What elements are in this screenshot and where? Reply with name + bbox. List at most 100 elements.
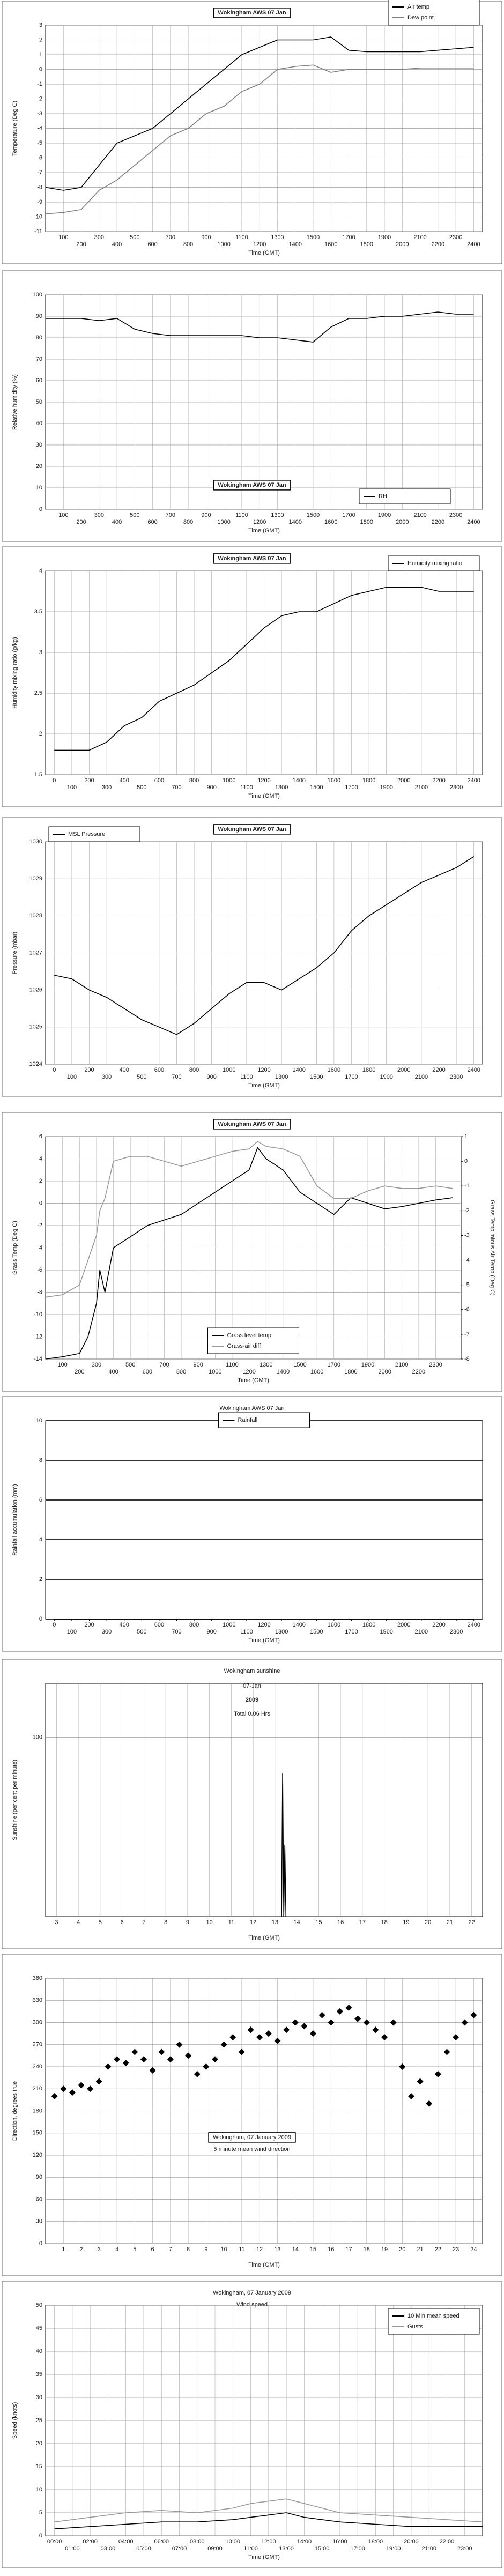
- y2-axis-label: Grass Temp minus Air Temp (Deg C): [489, 1200, 495, 1296]
- legend-box: [388, 555, 480, 571]
- x-tick-label: 2400: [467, 777, 480, 784]
- x-tick-label: 2400: [467, 241, 480, 248]
- x-tick-label: 1800: [344, 1369, 357, 1375]
- x-tick-label: 1900: [380, 784, 392, 791]
- x-tick-label: 15: [310, 2246, 316, 2253]
- point: [274, 2037, 281, 2044]
- y-tick-label: 210: [33, 2085, 42, 2092]
- x-tick-label: 04:00: [118, 2538, 134, 2545]
- y2-tick-label: -2: [464, 1207, 470, 1214]
- x-tick-label: 1100: [235, 512, 248, 518]
- x-tick-label: 800: [183, 519, 193, 525]
- chart-title: Wokingham AWS 07 Jan: [218, 10, 286, 16]
- y-tick-label: 15: [36, 2463, 42, 2470]
- y-tick-label: -4: [37, 1244, 42, 1251]
- y-tick-label: 6: [39, 1133, 42, 1140]
- x-tick-label: 1600: [328, 1622, 340, 1628]
- point: [149, 2067, 156, 2074]
- point: [434, 2070, 441, 2077]
- x-tick-label: 400: [120, 1622, 129, 1628]
- title-box: [208, 2132, 296, 2143]
- y-tick-label: 4: [39, 568, 42, 574]
- point: [176, 2041, 183, 2048]
- x-tick-label: 100: [58, 512, 68, 518]
- x-tick-label: 2: [79, 2246, 83, 2253]
- y2-tick-label: -3: [464, 1232, 470, 1238]
- y-tick-label: 70: [36, 356, 42, 362]
- y-tick-label: 1024: [29, 1061, 42, 1067]
- x-tick-label: 11: [239, 2246, 244, 2253]
- y-tick-label: 30: [36, 2394, 42, 2401]
- y-tick-label: 270: [33, 2042, 42, 2048]
- legend-label: RH: [379, 493, 387, 500]
- x-axis-label: Time (GMT): [248, 1082, 280, 1089]
- x-tick-label: 100: [67, 1074, 77, 1080]
- x-tick-label: 200: [84, 1622, 94, 1628]
- x-tick-label: 00:00: [47, 2538, 62, 2545]
- point: [60, 2085, 67, 2092]
- y-tick-label: 2.5: [34, 690, 42, 696]
- x-tick-label: 1800: [362, 777, 375, 784]
- point: [336, 2008, 343, 2015]
- y-tick-label: 1025: [29, 1024, 42, 1030]
- x-axis-label: Time (GMT): [248, 528, 280, 534]
- x-tick-label: 2200: [432, 777, 445, 784]
- x-tick-label: 200: [75, 1369, 84, 1375]
- subtitle-box: [210, 2144, 294, 2154]
- series-line: [46, 311, 474, 343]
- y-tick-label: 8: [39, 1457, 42, 1464]
- point: [78, 2082, 85, 2089]
- point: [158, 2048, 165, 2055]
- x-tick-label: 1800: [362, 1622, 375, 1628]
- y2-tick-label: -7: [464, 1331, 470, 1338]
- x-tick-label: 1100: [240, 1074, 253, 1080]
- y-tick-label: -14: [34, 1356, 42, 1362]
- y-tick-label: 30: [36, 2218, 42, 2225]
- x-tick-label: 1400: [292, 1067, 305, 1073]
- y2-tick-label: -8: [464, 1356, 470, 1362]
- series-line: [281, 1773, 287, 1917]
- x-tick-label: 1800: [360, 241, 373, 248]
- y-tick-label: -6: [37, 1267, 42, 1273]
- x-tick-label: 600: [154, 1067, 164, 1073]
- point: [203, 2063, 210, 2070]
- legend-box: [388, 2308, 480, 2335]
- y-tick-label: 2: [39, 1576, 42, 1583]
- x-tick-label: 300: [102, 1629, 112, 1635]
- x-tick-label: 400: [120, 777, 129, 784]
- chart-title: Wokingham AWS 07 Jan: [218, 555, 286, 562]
- x-tick-label: 900: [201, 234, 211, 241]
- chart-title: Wokingham AWS 07 Jan: [218, 826, 286, 833]
- x-tick-label: 500: [130, 234, 139, 241]
- y-tick-label: 50: [36, 399, 42, 405]
- y-tick-label: -4: [37, 125, 42, 131]
- x-tick-label: 22:00: [440, 2538, 455, 2545]
- y-tick-label: -2: [37, 95, 42, 102]
- x-tick-label: 07:00: [172, 2545, 187, 2552]
- x-tick-label: 2100: [415, 1074, 428, 1080]
- x-tick-label: 1900: [378, 234, 391, 241]
- x-tick-label: 2400: [467, 519, 480, 525]
- y-tick-label: 0: [39, 1200, 42, 1206]
- y-tick-label: 2: [39, 1178, 42, 1184]
- y-tick-label: 100: [33, 1734, 42, 1740]
- x-tick-label: 16: [328, 2246, 334, 2253]
- series-line: [45, 1147, 453, 1360]
- x-tick-label: 5: [133, 2246, 136, 2253]
- y-tick-label: 80: [36, 335, 42, 341]
- x-tick-label: 900: [207, 1629, 217, 1635]
- title-box: [213, 480, 291, 491]
- x-tick-label: 800: [183, 241, 193, 248]
- y2-tick-label: -6: [464, 1306, 470, 1313]
- x-tick-label: 16:00: [332, 2538, 347, 2545]
- x-tick-label: 0: [53, 1067, 56, 1073]
- y-tick-label: 0: [39, 66, 42, 72]
- point: [345, 2005, 352, 2011]
- x-tick-label: 8: [164, 1919, 167, 1926]
- x-tick-label: 1400: [288, 519, 301, 525]
- point: [95, 2078, 102, 2085]
- y-tick-label: 40: [36, 2348, 42, 2355]
- y-tick-label: 60: [36, 2196, 42, 2202]
- x-tick-label: 700: [166, 512, 175, 518]
- x-tick-label: 900: [194, 1362, 203, 1368]
